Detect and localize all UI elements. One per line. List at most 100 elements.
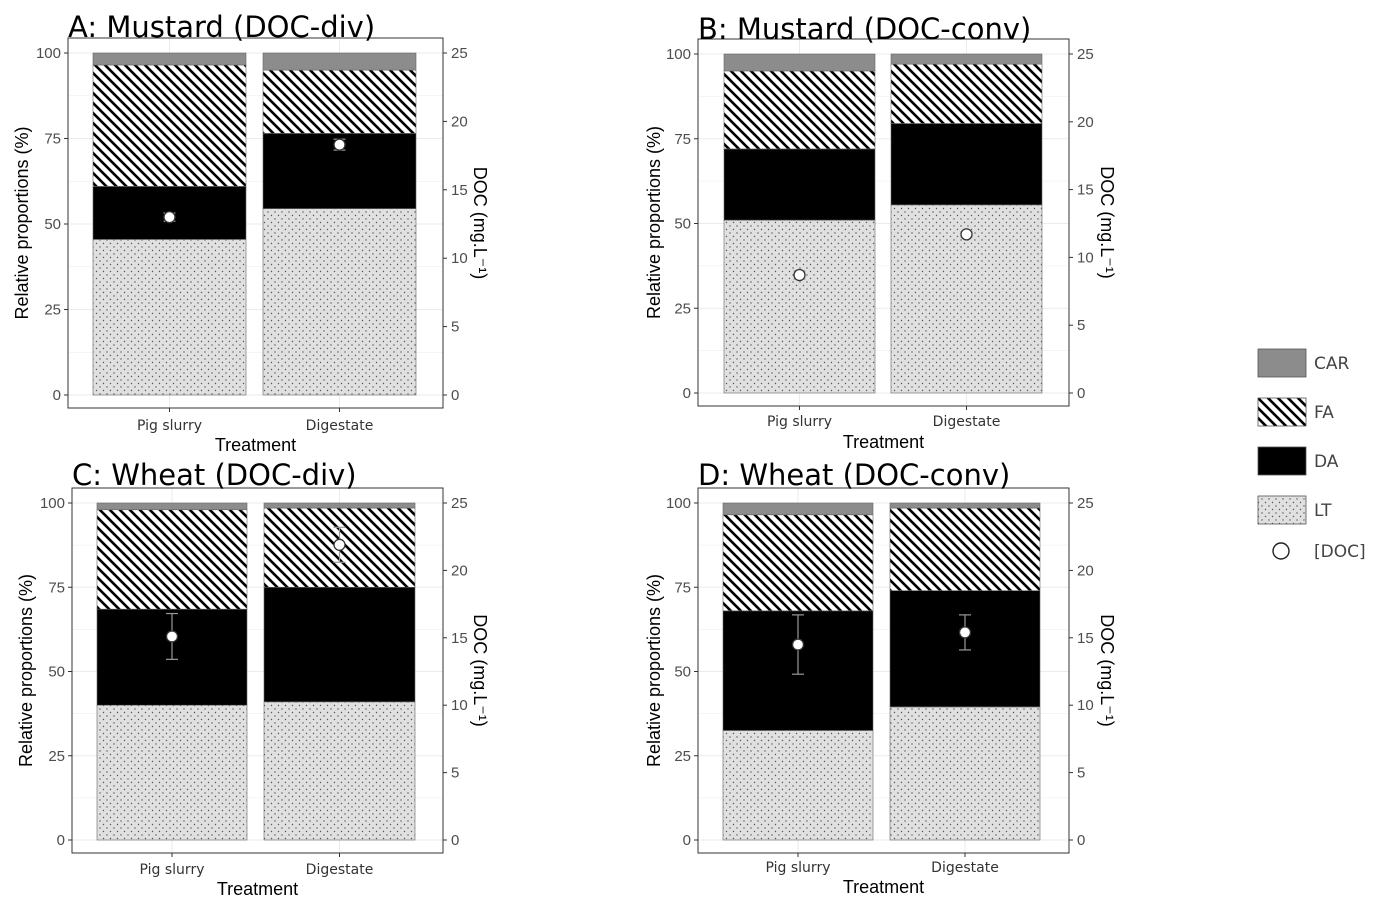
y2-tick-label: 20 — [1077, 114, 1094, 131]
doc-point — [333, 138, 346, 151]
y2-tick-label: 25 — [451, 45, 468, 62]
legend-label-da: DA — [1314, 452, 1339, 472]
bar-segment-lt-pig-slurry — [92, 239, 247, 396]
panel-title: C: Wheat (DOC-div) — [72, 458, 357, 492]
y2-tick-label: 10 — [451, 250, 468, 267]
doc-point — [163, 211, 176, 224]
y2-axis-label: DOC (mg.L⁻¹) — [470, 167, 490, 280]
y-tick-label: 25 — [44, 302, 61, 319]
bar-segment-lt-digestate — [263, 701, 416, 841]
y-tick-label: 25 — [674, 300, 691, 317]
panel-border — [697, 38, 1070, 407]
legend-key-da — [1257, 446, 1307, 476]
bar-segment-fa-digestate — [262, 69, 417, 134]
panel-border — [697, 487, 1070, 854]
x-tick-label: Pig slurry — [766, 860, 831, 876]
y2-tick-label: 10 — [1077, 249, 1094, 266]
panel-border — [71, 487, 444, 854]
legend-key-car — [1257, 348, 1307, 378]
y2-axis-label: DOC (mg.L⁻¹) — [470, 614, 490, 727]
legend-label-car: CAR — [1314, 354, 1349, 374]
legend-label-fa: FA — [1314, 403, 1334, 423]
bar-segment-da-digestate — [890, 123, 1043, 206]
bar-segment-car-digestate — [889, 502, 1041, 509]
y2-tick-label: 25 — [1077, 46, 1094, 63]
y2-axis-label: DOC (mg.L⁻¹) — [1097, 166, 1117, 279]
doc-point — [958, 626, 972, 639]
y2-tick-label: 15 — [1077, 182, 1094, 199]
chart-panel-b: 0 25 50 75 100 0 5 10 15 20 25 Pig slurry Digestate B… — [644, 12, 1117, 452]
bar-segment-car-pig-slurry — [722, 502, 874, 516]
x-axis-label: Treatment — [843, 432, 924, 452]
x-axis-label: Treatment — [217, 879, 298, 898]
y-tick-label: 100 — [666, 495, 691, 512]
chart-panel-a: 0 25 50 75 100 0 5 10 15 20 25 Pig slurry Digestate A… — [12, 10, 490, 455]
legend-key-lt — [1257, 495, 1307, 525]
bar-segment-fa-digestate — [890, 63, 1043, 124]
y-axis-label: Relative proportions (%) — [644, 574, 664, 767]
y-tick-label: 50 — [674, 664, 691, 681]
bar-segment-lt-digestate — [889, 706, 1041, 841]
y-tick-label: 75 — [44, 131, 61, 148]
bar-segment-car-pig-slurry — [92, 52, 247, 66]
x-tick-label: Digestate — [306, 862, 374, 878]
bar-segment-da-pig-slurry — [723, 148, 876, 221]
y2-tick-label: 15 — [1077, 630, 1094, 647]
y2-tick-label: 0 — [451, 387, 459, 404]
y2-tick-label: 10 — [1077, 697, 1094, 714]
y2-tick-label: 15 — [451, 630, 468, 647]
y-axis-label: Relative proportions (%) — [16, 574, 36, 767]
y-tick-label: 100 — [36, 45, 61, 62]
x-axis-label: Treatment — [215, 435, 296, 455]
legend-label-doc: [DOC] — [1314, 542, 1366, 562]
y-tick-label: 0 — [683, 832, 691, 849]
panel-border — [67, 37, 444, 409]
bar-segment-fa-digestate — [889, 507, 1041, 591]
y2-tick-label: 0 — [451, 832, 459, 849]
bar-segment-lt-digestate — [262, 208, 417, 396]
panel-title: B: Mustard (DOC-conv) — [698, 12, 1031, 46]
y2-axis-label: DOC (mg.L⁻¹) — [1097, 614, 1117, 727]
doc-point — [793, 268, 806, 282]
y-tick-label: 100 — [666, 46, 691, 63]
bar-segment-fa-pig-slurry — [92, 64, 247, 187]
y2-tick-label: 5 — [1077, 317, 1085, 334]
y2-tick-label: 20 — [451, 562, 468, 579]
bar-segment-car-digestate — [890, 53, 1043, 65]
x-tick-label: Pig slurry — [137, 418, 202, 434]
x-tick-label: Digestate — [933, 414, 1001, 430]
y2-tick-label: 0 — [1077, 832, 1085, 849]
y2-tick-label: 15 — [451, 182, 468, 199]
y2-tick-label: 25 — [1077, 495, 1094, 512]
bar-segment-fa-pig-slurry — [722, 514, 874, 612]
y2-tick-label: 20 — [451, 113, 468, 130]
y-tick-label: 25 — [48, 748, 65, 765]
x-tick-label: Digestate — [931, 860, 999, 876]
bar-segment-lt-pig-slurry — [96, 704, 248, 841]
bar-segment-car-pig-slurry — [723, 53, 876, 72]
y-tick-label: 50 — [48, 664, 65, 681]
doc-point — [791, 638, 805, 651]
y-axis-label: Relative proportions (%) — [644, 126, 664, 319]
bar-segment-car-digestate — [263, 502, 416, 509]
y-tick-label: 75 — [674, 131, 691, 148]
doc-point — [165, 630, 179, 643]
bar-segment-car-digestate — [262, 52, 417, 71]
bar-segment-lt-pig-slurry — [723, 219, 876, 394]
doc-point — [960, 228, 973, 241]
y-tick-label: 100 — [40, 495, 65, 512]
y-tick-label: 50 — [674, 216, 691, 233]
bar-segment-da-digestate — [263, 586, 416, 703]
y2-tick-label: 0 — [1077, 385, 1085, 402]
y2-tick-label: 5 — [451, 765, 459, 782]
y-tick-label: 75 — [48, 579, 65, 596]
panel-title: D: Wheat (DOC-conv) — [698, 458, 1010, 492]
y2-tick-label: 25 — [451, 495, 468, 512]
y2-tick-label: 10 — [451, 697, 468, 714]
legend: CAR FA DA LT [DOC] — [1257, 348, 1366, 562]
y-tick-label: 25 — [674, 748, 691, 765]
y-tick-label: 50 — [44, 216, 61, 233]
y-tick-label: 0 — [53, 387, 61, 404]
bar-segment-fa-pig-slurry — [723, 70, 876, 150]
